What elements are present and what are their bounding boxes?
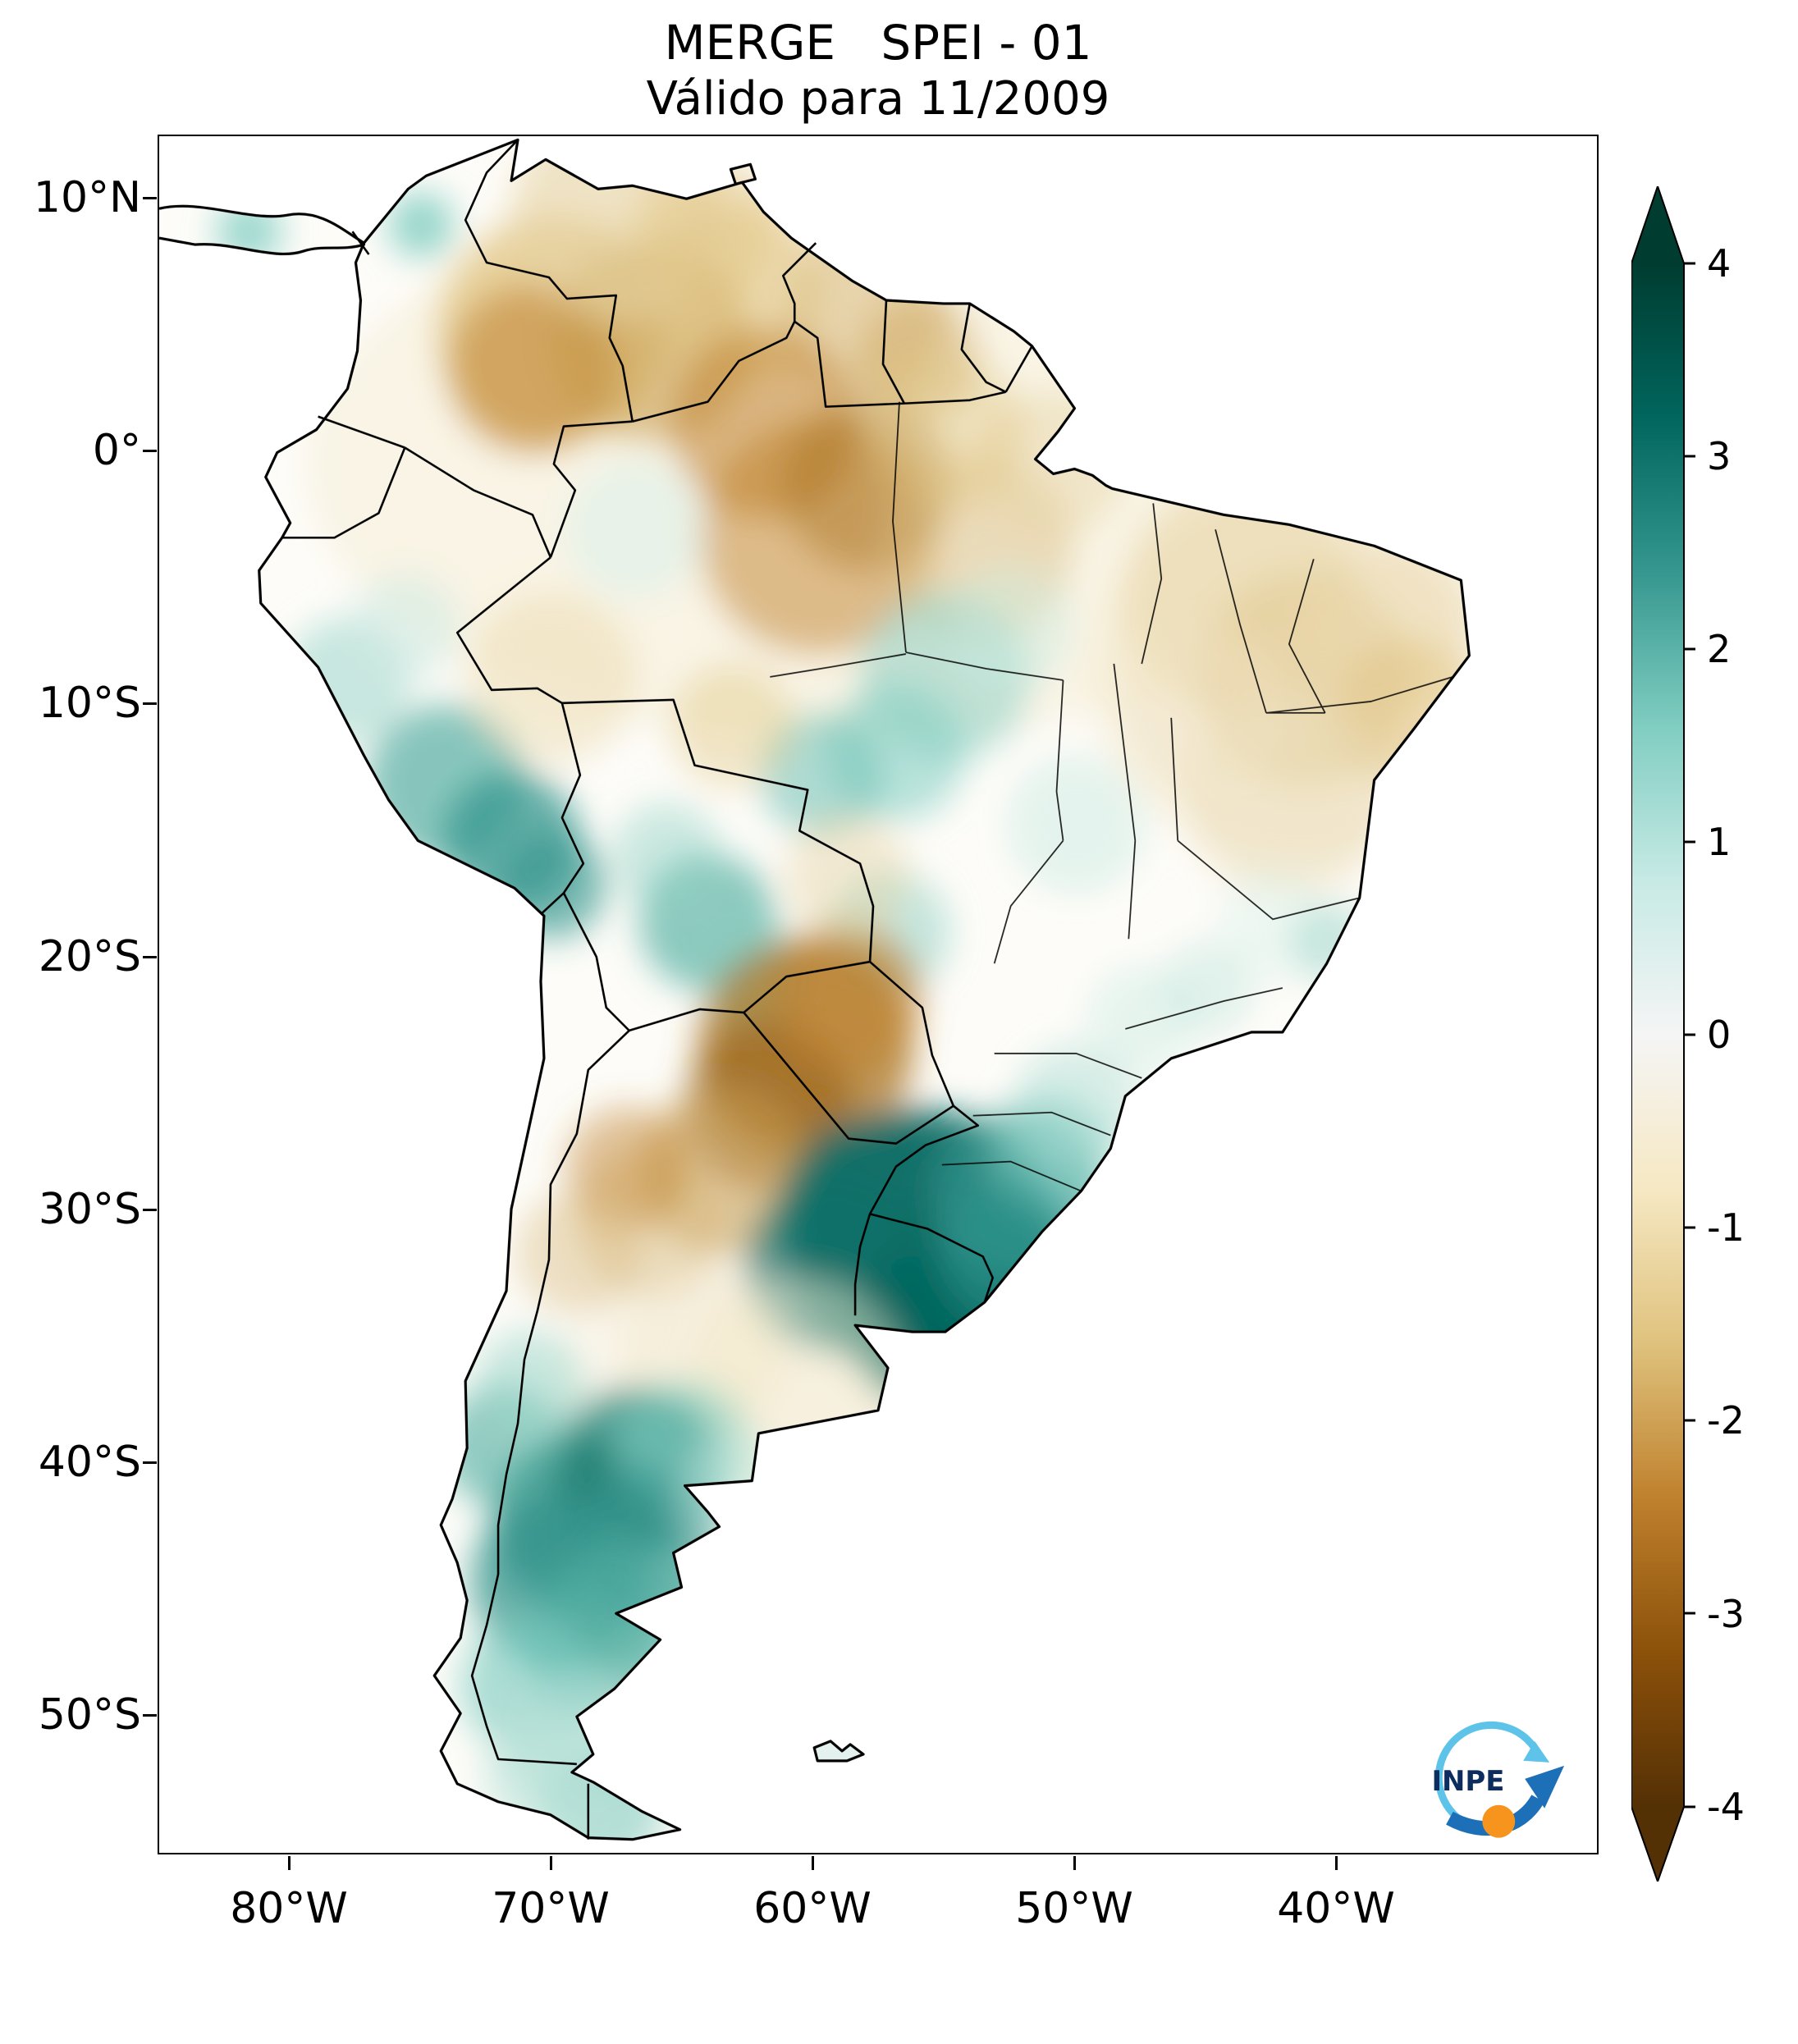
y-tick-mark: [143, 197, 157, 199]
y-tick-label: 10°S: [38, 679, 141, 728]
colorbar-tick-label: 1: [1707, 820, 1732, 864]
colorbar-tick-label: -3: [1707, 1592, 1745, 1636]
colorbar-tick-label: -1: [1707, 1205, 1745, 1250]
y-tick-mark: [143, 1461, 157, 1464]
coastline: [159, 138, 1471, 1841]
y-tick-mark: [143, 956, 157, 958]
y-tick-mark: [143, 1209, 157, 1211]
colorbar-tick-marks: [1684, 262, 1695, 1809]
y-tick-label: 30°S: [38, 1185, 141, 1234]
y-tick-label: 50°S: [38, 1690, 141, 1740]
colorbar-tick-label: -2: [1707, 1398, 1745, 1443]
spei-data-layer: [216, 139, 1470, 1840]
x-tick-label: 40°W: [1277, 1884, 1395, 1933]
x-tick-label: 70°W: [492, 1884, 610, 1933]
x-tick-mark: [1335, 1856, 1338, 1870]
y-tick-label: 20°S: [38, 932, 141, 981]
figure-subtitle: Válido para 11/2009: [646, 72, 1110, 126]
y-tick-label: 0°: [92, 426, 141, 475]
state-borders: [770, 401, 1453, 1192]
figure-title: MERGE SPEI - 01: [664, 15, 1092, 71]
inpe-logo-text: INPE: [1431, 1765, 1504, 1797]
colorbar-tick-label: -4: [1707, 1785, 1745, 1829]
x-tick-label: 50°W: [1015, 1884, 1133, 1933]
y-tick-mark: [143, 1714, 157, 1717]
colorbar-gradient: [1631, 183, 1695, 1885]
inpe-logo: INPE: [1431, 1721, 1565, 1838]
country-borders: [281, 139, 1033, 1840]
colorbar-tick-label: 2: [1707, 627, 1732, 671]
x-tick-label: 60°W: [753, 1884, 872, 1933]
y-tick-label: 10°N: [33, 173, 141, 222]
x-tick-mark: [288, 1856, 291, 1870]
colorbar-tick-label: 0: [1707, 1013, 1732, 1057]
y-tick-mark: [143, 702, 157, 705]
y-tick-mark: [143, 450, 157, 452]
y-tick-label: 40°S: [38, 1438, 141, 1487]
colorbar: [1631, 183, 1697, 1885]
map-plot: INPE: [158, 135, 1599, 1854]
x-tick-mark: [1073, 1856, 1076, 1870]
x-tick-mark: [550, 1856, 552, 1870]
inpe-logo-orange-ball: [1482, 1804, 1516, 1838]
x-tick-mark: [812, 1856, 814, 1870]
colorbar-tick-label: 3: [1707, 434, 1732, 478]
x-tick-label: 80°W: [230, 1884, 348, 1933]
inpe-logo-light-arrowhead: [1523, 1740, 1550, 1763]
south-america-map: INPE: [159, 138, 1565, 1841]
colorbar-tick-label: 4: [1707, 241, 1732, 286]
inpe-logo-dark-arrowhead: [1525, 1765, 1565, 1809]
